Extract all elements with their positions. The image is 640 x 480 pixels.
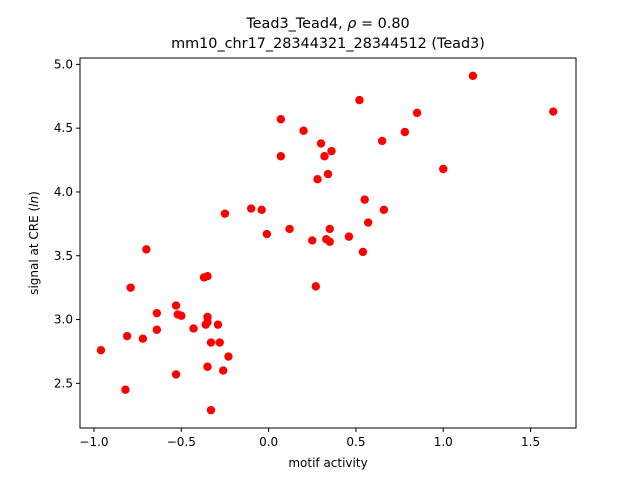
data-point [327,146,336,156]
rho-symbol: ρ [347,16,356,32]
data-point [323,169,333,179]
data-point [189,324,198,333]
data-point [316,139,326,148]
data-point [412,108,422,118]
data-point [215,338,224,347]
data-point [320,152,329,161]
data-point [360,195,369,204]
y-tick-label: 3.5 [54,249,73,263]
data-point [171,301,181,310]
data-point [344,232,354,241]
x-tick-label: −1.0 [79,435,108,449]
x-axis-label: motif activity [288,456,367,470]
data-point [358,247,368,257]
y-tick-label: 3.0 [54,313,73,327]
data-point [276,115,286,124]
data-point [246,204,256,213]
x-tick-label: −0.5 [167,435,196,449]
chart-title-line2: mm10_chr17_28344321_28344512 (Tead3) [171,36,485,52]
data-point [299,126,308,135]
data-point [400,127,410,137]
data-point [224,352,233,361]
y-tick-label: 4.0 [54,185,73,199]
x-tick-label: 0.0 [259,435,278,449]
x-tick-label: 1.0 [434,435,453,449]
data-point [203,271,212,281]
data-point [276,152,286,161]
data-point [285,224,294,234]
data-point [355,95,364,105]
y-tick-label: 5.0 [54,57,73,71]
data-point [203,362,212,371]
data-point [468,71,478,81]
data-point [363,218,373,227]
axes-frame [79,57,577,429]
data-point [311,282,320,291]
data-point [257,205,266,215]
data-point [219,366,228,375]
y-axis: 2.5 3.0 3.5 4.0 4.5 5.0 [54,57,80,390]
data-point [96,345,106,355]
chart-title-line1: Tead3_Tead4, ρ = 0.80 [245,16,409,32]
y-axis-label: signal at CRE (ln) [27,191,41,295]
y-tick-label: 2.5 [54,376,73,390]
data-point [177,311,186,320]
data-point [206,405,216,415]
data-point [313,175,322,184]
data-point [152,325,162,334]
x-axis: −1.0 −0.5 0.0 0.5 1.0 1.5 [79,428,540,449]
data-point [152,308,162,318]
data-point [213,320,223,329]
data-point [203,312,212,322]
x-tick-label: 1.5 [521,435,540,449]
data-point [122,331,132,341]
data-point [439,164,448,174]
data-point [220,209,230,218]
data-point [325,237,334,246]
data-point [121,385,130,394]
data-point [325,224,334,234]
data-point [262,229,272,239]
y-tick-label: 4.5 [54,121,73,135]
x-tick-label: 0.5 [346,435,365,449]
data-point [308,236,317,245]
data-point [206,338,216,347]
data-point [171,370,181,379]
data-point [377,136,387,146]
data-point [126,283,135,292]
data-point [142,245,151,254]
plot-area [96,71,558,415]
data-point [549,107,558,116]
data-point [138,334,148,343]
data-point [379,205,389,215]
